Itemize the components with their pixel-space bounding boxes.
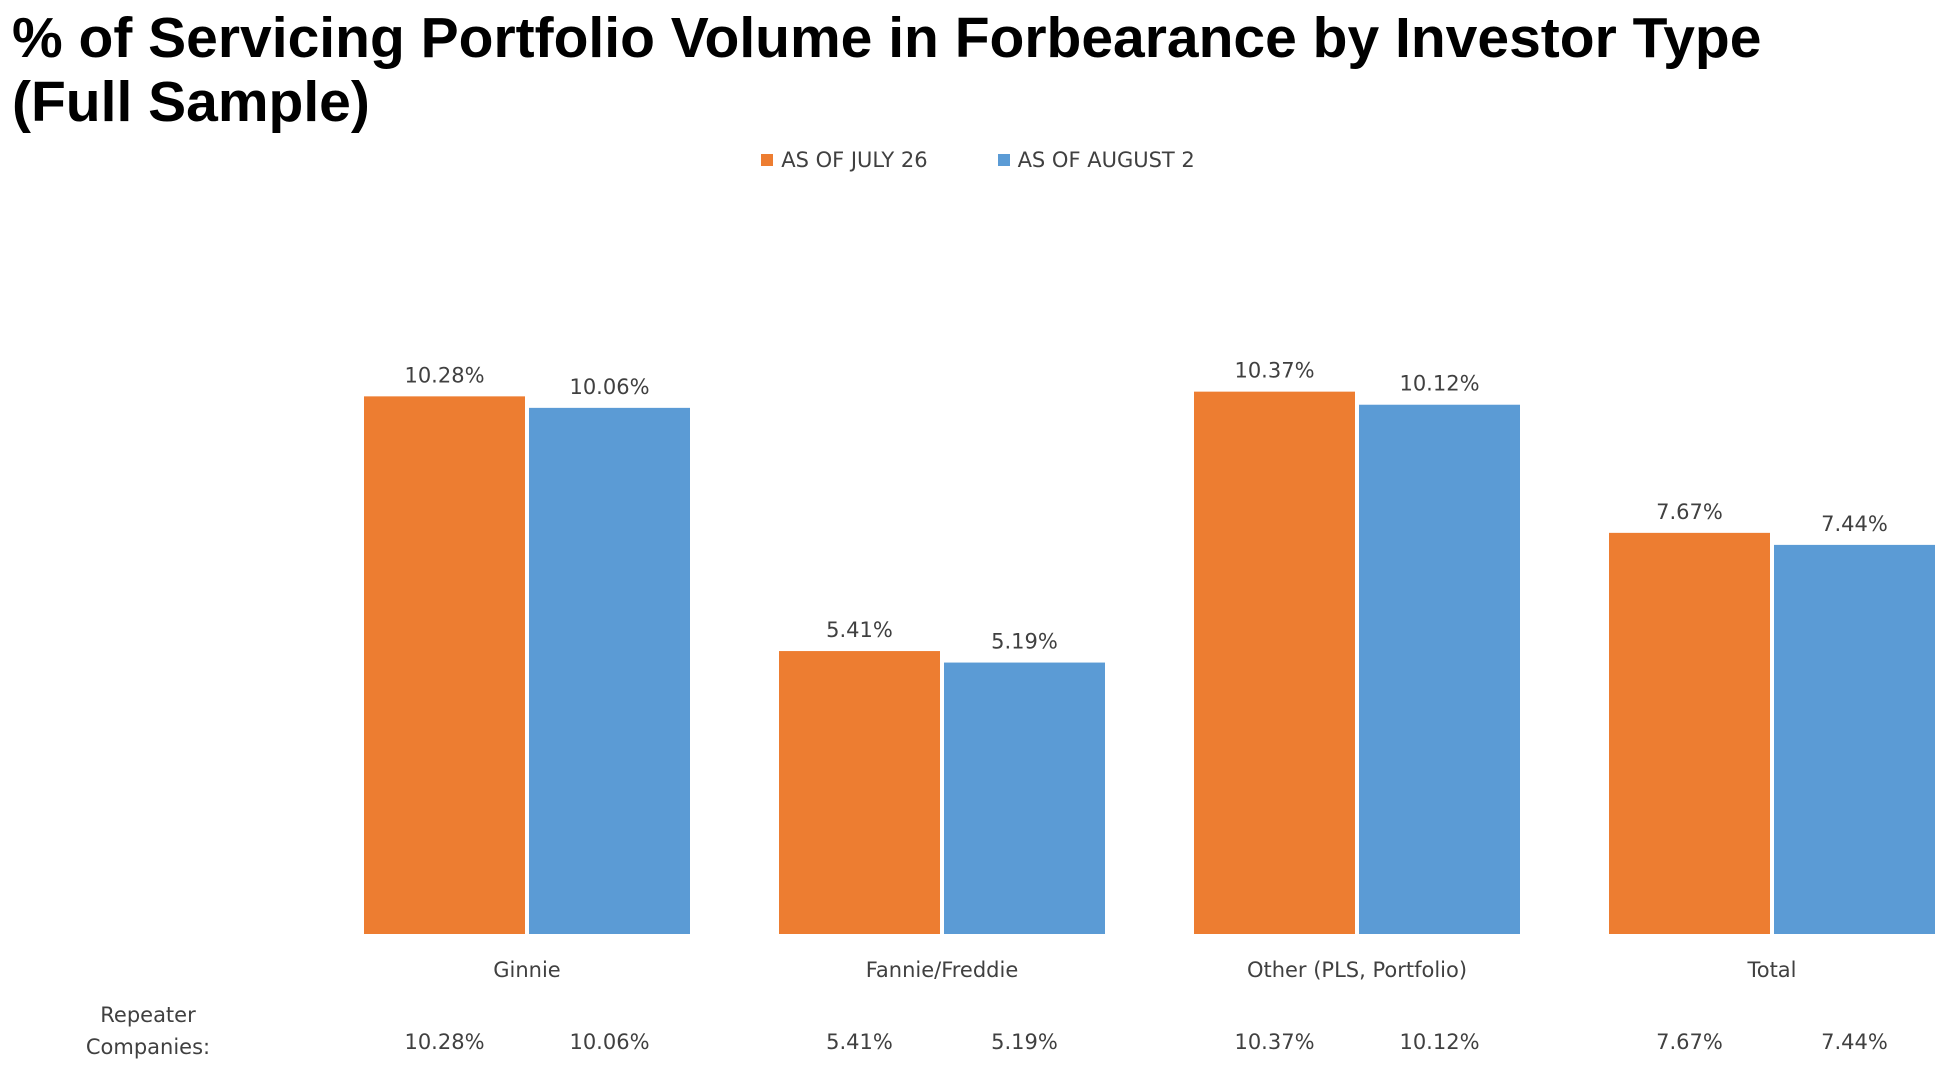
data-label-other-july: 10.37% xyxy=(1234,359,1314,383)
bar-total-july xyxy=(1609,532,1770,934)
chart-title-line-1: % of Servicing Portfolio Volume in Forbe… xyxy=(12,6,1762,70)
bars-group xyxy=(364,391,1935,935)
chart-legend: AS OF JULY 26 AS OF AUGUST 2 xyxy=(0,146,1956,174)
repeater-value-fannie-freddie-august: 5.19% xyxy=(991,1030,1058,1054)
repeater-value-other-july: 10.37% xyxy=(1234,1030,1314,1054)
repeater-row: Repeater Companies: 10.28% 10.06% 5.41% 5.1… xyxy=(86,1003,1888,1059)
legend-item-august: AS OF AUGUST 2 xyxy=(997,148,1195,172)
category-label-total: Total xyxy=(1746,958,1796,982)
bar-ginnie-august xyxy=(529,407,690,934)
repeater-value-other-august: 10.12% xyxy=(1399,1030,1479,1054)
data-label-fannie-freddie-july: 5.41% xyxy=(826,618,893,642)
repeater-value-ginnie-july: 10.28% xyxy=(404,1030,484,1054)
data-label-total-august: 7.44% xyxy=(1821,512,1888,536)
category-label-fannie-freddie: Fannie/Freddie xyxy=(866,958,1019,982)
data-label-ginnie-july: 10.28% xyxy=(404,363,484,387)
bar-ginnie-july xyxy=(364,396,525,935)
bar-fannie-freddie-july xyxy=(779,651,940,934)
bar-labels-group: 10.28% 10.06% 5.41% 5.19% 10.37% 10.12% 7.67% 7… xyxy=(404,359,1887,654)
data-label-fannie-freddie-august: 5.19% xyxy=(991,630,1058,654)
legend-label-july: AS OF JULY 26 xyxy=(781,148,928,172)
bar-other-august xyxy=(1359,404,1520,934)
repeater-value-total-august: 7.44% xyxy=(1821,1030,1888,1054)
legend-item-july: AS OF JULY 26 xyxy=(761,148,928,172)
data-label-ginnie-august: 10.06% xyxy=(569,375,649,399)
chart-title: % of Servicing Portfolio Volume in Forbe… xyxy=(12,6,1912,134)
data-label-other-august: 10.12% xyxy=(1399,372,1479,396)
repeater-value-ginnie-august: 10.06% xyxy=(569,1030,649,1054)
category-labels-group: Ginnie Fannie/Freddie Other (PLS, Portfoli… xyxy=(493,958,1796,982)
bar-fannie-freddie-august xyxy=(944,662,1105,934)
bar-total-august xyxy=(1774,544,1935,934)
legend-label-august: AS OF AUGUST 2 xyxy=(1017,148,1195,172)
bar-other-july xyxy=(1194,391,1355,934)
repeater-value-fannie-freddie-july: 5.41% xyxy=(826,1030,893,1054)
repeater-label-line-2: Companies: xyxy=(86,1035,210,1059)
repeater-label-line-1: Repeater xyxy=(100,1003,196,1027)
repeater-value-total-july: 7.67% xyxy=(1656,1030,1723,1054)
category-label-ginnie: Ginnie xyxy=(493,958,560,982)
legend-swatch-august xyxy=(997,154,1010,166)
data-label-total-july: 7.67% xyxy=(1656,500,1723,524)
legend-swatch-july xyxy=(761,154,774,166)
category-label-other: Other (PLS, Portfolio) xyxy=(1247,958,1467,982)
chart-title-line-2: (Full Sample) xyxy=(12,70,370,134)
